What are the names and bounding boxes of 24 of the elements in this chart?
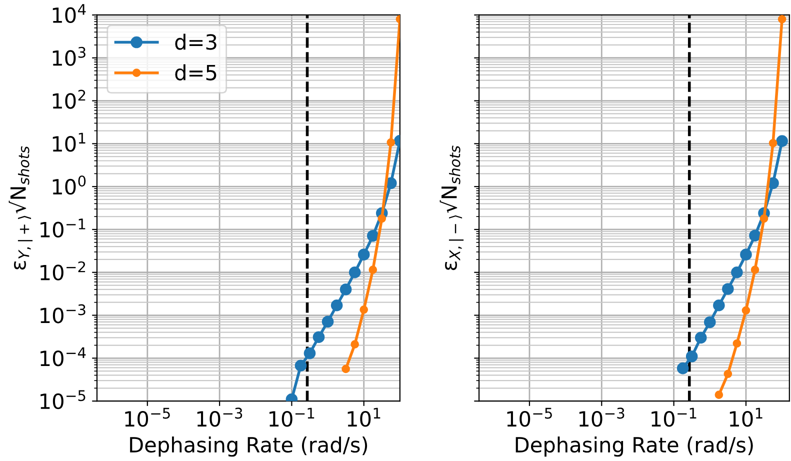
y-tick-label: 10$^{1}$ <box>52 132 86 152</box>
x-tick-label: 10$^{−5}$ <box>507 408 552 427</box>
y-tick-label: 10$^{−2}$ <box>40 261 86 280</box>
y-tick-label: 10$^{−3}$ <box>40 304 86 324</box>
legend-label: d=5 <box>175 64 216 80</box>
legend-label: d=3 <box>175 34 216 50</box>
y-tick-label: 10$^{3}$ <box>52 46 86 66</box>
x-tick-label: 10$^{1}$ <box>730 408 762 427</box>
y-axis-title: ε$_{Y,|+⟩}$√N$_{shots}$ <box>8 146 33 270</box>
x-tick-label: 10$^{−1}$ <box>652 408 696 427</box>
x-axis-title: Dephasing Rate (rad/s) <box>516 436 753 457</box>
x-axis-title: Dephasing Rate (rad/s) <box>130 436 368 457</box>
x-tick-label: 10$^{−5}$ <box>125 408 170 427</box>
x-tick-label: 10$^{−1}$ <box>270 408 314 427</box>
y-tick-label: 10$^{4}$ <box>52 4 86 24</box>
x-tick-label: 10$^{1}$ <box>348 408 380 427</box>
y-tick-label: 10$^{2}$ <box>52 90 86 109</box>
y-axis-title: ε$_{X,|−⟩}$√N$_{shots}$ <box>440 146 464 270</box>
y-tick-label: 10$^{−1}$ <box>40 218 86 238</box>
y-tick-label: 10$^{0}$ <box>52 176 86 195</box>
y-tick-label: 10$^{−4}$ <box>40 347 86 366</box>
y-tick-label: 10$^{−5}$ <box>40 390 86 410</box>
x-tick-label: 10$^{−3}$ <box>579 408 624 427</box>
x-tick-label: 10$^{−3}$ <box>197 408 242 427</box>
